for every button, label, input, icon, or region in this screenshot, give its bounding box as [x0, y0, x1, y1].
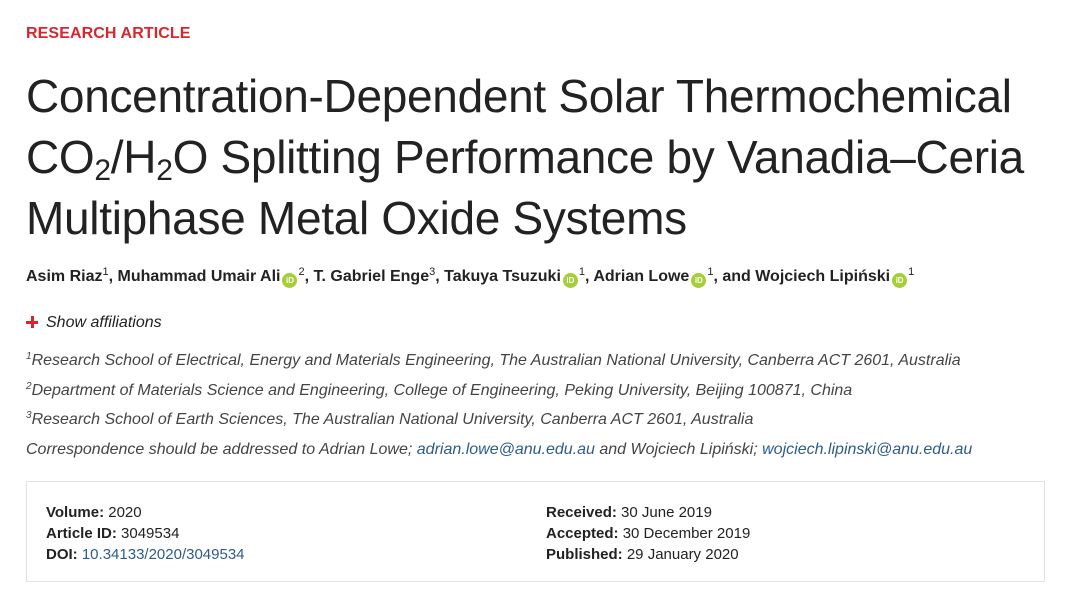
doi-link[interactable]: 10.34133/2020/3049534 — [81, 546, 245, 563]
author-list: Asim Riaz1, Muhammad Umair Ali iD2, T. Ga… — [26, 266, 1056, 288]
published-row: Published: 29 January 2020 — [546, 544, 750, 565]
article-info-box: Volume: 2020 Article ID: 3049534 DOI: 10… — [26, 481, 1045, 582]
volume-value: 2020 — [108, 504, 142, 521]
author-name[interactable]: Takuya Tsuzuki — [444, 268, 561, 285]
title-line-1: Concentration-Dependent Solar Thermochem… — [26, 70, 1012, 122]
correspondence-middle: and Wojciech Lipiński; — [594, 441, 763, 458]
affiliation-text: Research School of Earth Sciences, The A… — [31, 411, 754, 428]
show-affiliations-label: Show affiliations — [46, 314, 162, 331]
affiliation-item: 1Research School of Electrical, Energy a… — [26, 352, 961, 370]
affiliation-text: Department of Materials Science and Engi… — [31, 382, 853, 399]
author-affiliation-ref: 1 — [908, 266, 915, 278]
date-info: Received: 30 June 2019 Accepted: 30 Dece… — [546, 502, 750, 565]
author-name[interactable]: Adrian Lowe — [593, 268, 690, 285]
author-affiliation-ref: 3 — [429, 266, 436, 278]
accepted-value: 30 December 2019 — [622, 525, 751, 542]
received-label: Received: — [546, 504, 617, 521]
accepted-row: Accepted: 30 December 2019 — [546, 523, 750, 544]
published-value: 29 January 2020 — [626, 546, 739, 563]
title-subscript-2: 2 — [156, 154, 173, 187]
correspondence-prefix: Correspondence should be addressed to Ad… — [26, 441, 417, 458]
correspondence-line: Correspondence should be addressed to Ad… — [26, 441, 972, 459]
author-name[interactable]: Wojciech Lipiński — [755, 268, 891, 285]
article-id-value: 3049534 — [121, 525, 180, 542]
received-row: Received: 30 June 2019 — [546, 502, 750, 523]
affiliation-item: 2Department of Materials Science and Eng… — [26, 382, 852, 400]
plus-icon — [26, 316, 38, 328]
title-subscript-1: 2 — [94, 154, 111, 187]
title-h: /H — [110, 131, 157, 183]
author-affiliation-ref: 1 — [102, 266, 109, 278]
affiliation-number: 3 — [26, 410, 32, 421]
author-separator: , — [435, 268, 445, 285]
orcid-icon[interactable]: iD — [562, 273, 578, 288]
article-type-label: RESEARCH ARTICLE — [26, 25, 191, 42]
author-name[interactable]: Asim Riaz — [26, 268, 103, 285]
author-separator: , — [304, 268, 314, 285]
title-line-3: Multiphase Metal Oxide Systems — [26, 192, 687, 244]
author-separator: , — [585, 268, 594, 285]
author-affiliation-ref: 2 — [298, 266, 305, 278]
show-affiliations-toggle[interactable]: Show affiliations — [26, 314, 162, 332]
published-label: Published: — [546, 546, 623, 563]
orcid-icon[interactable]: iD — [282, 273, 298, 288]
affiliation-text: Research School of Electrical, Energy an… — [31, 352, 961, 369]
article-id-label: Article ID: — [46, 525, 117, 542]
title-line-2-rest: O Splitting Performance by Vanadia–Ceria — [172, 131, 1025, 183]
orcid-icon[interactable]: iD — [691, 273, 707, 288]
email-link-lowe[interactable]: adrian.lowe@anu.edu.au — [416, 441, 595, 458]
author-name[interactable]: T. Gabriel Enge — [313, 268, 430, 285]
author-name[interactable]: Muhammad Umair Ali — [117, 268, 281, 285]
volume-row: Volume: 2020 — [46, 502, 245, 523]
affiliation-item: 3Research School of Earth Sciences, The … — [26, 411, 753, 429]
author-affiliation-ref: 1 — [707, 266, 714, 278]
author-separator: , and — [713, 268, 756, 285]
publication-info: Volume: 2020 Article ID: 3049534 DOI: 10… — [46, 502, 245, 565]
received-value: 30 June 2019 — [621, 504, 712, 521]
email-link-lipinski[interactable]: wojciech.lipinski@anu.edu.au — [762, 441, 973, 458]
article-id-row: Article ID: 3049534 — [46, 523, 245, 544]
title-co: CO — [26, 131, 95, 183]
orcid-icon[interactable]: iD — [892, 273, 908, 288]
accepted-label: Accepted: — [546, 525, 619, 542]
doi-row: DOI: 10.34133/2020/3049534 — [46, 544, 245, 565]
volume-label: Volume: — [46, 504, 105, 521]
doi-label: DOI: — [46, 546, 78, 563]
affiliation-number: 1 — [26, 351, 32, 362]
affiliation-number: 2 — [26, 381, 32, 392]
author-affiliation-ref: 1 — [578, 266, 586, 278]
article-title: Concentration-Dependent Solar Thermochem… — [26, 66, 1056, 249]
author-separator: , — [108, 268, 118, 285]
